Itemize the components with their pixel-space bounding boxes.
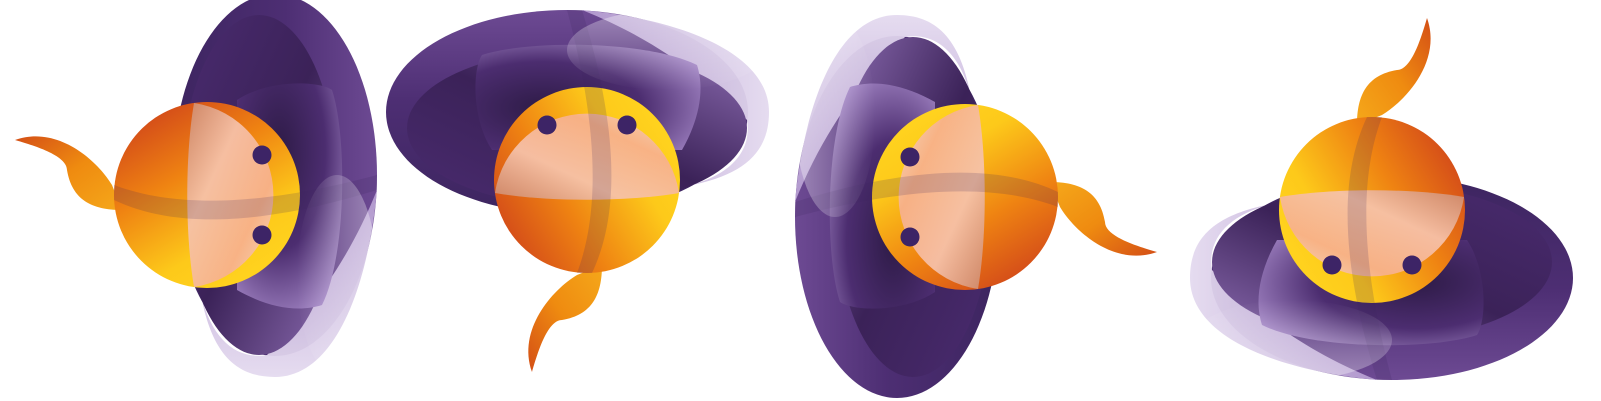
character-rotation-0 [15, 0, 377, 377]
character-rotation-180 [795, 15, 1157, 398]
character-rotation-270 [1190, 18, 1573, 380]
character-rotation-90 [386, 10, 769, 372]
